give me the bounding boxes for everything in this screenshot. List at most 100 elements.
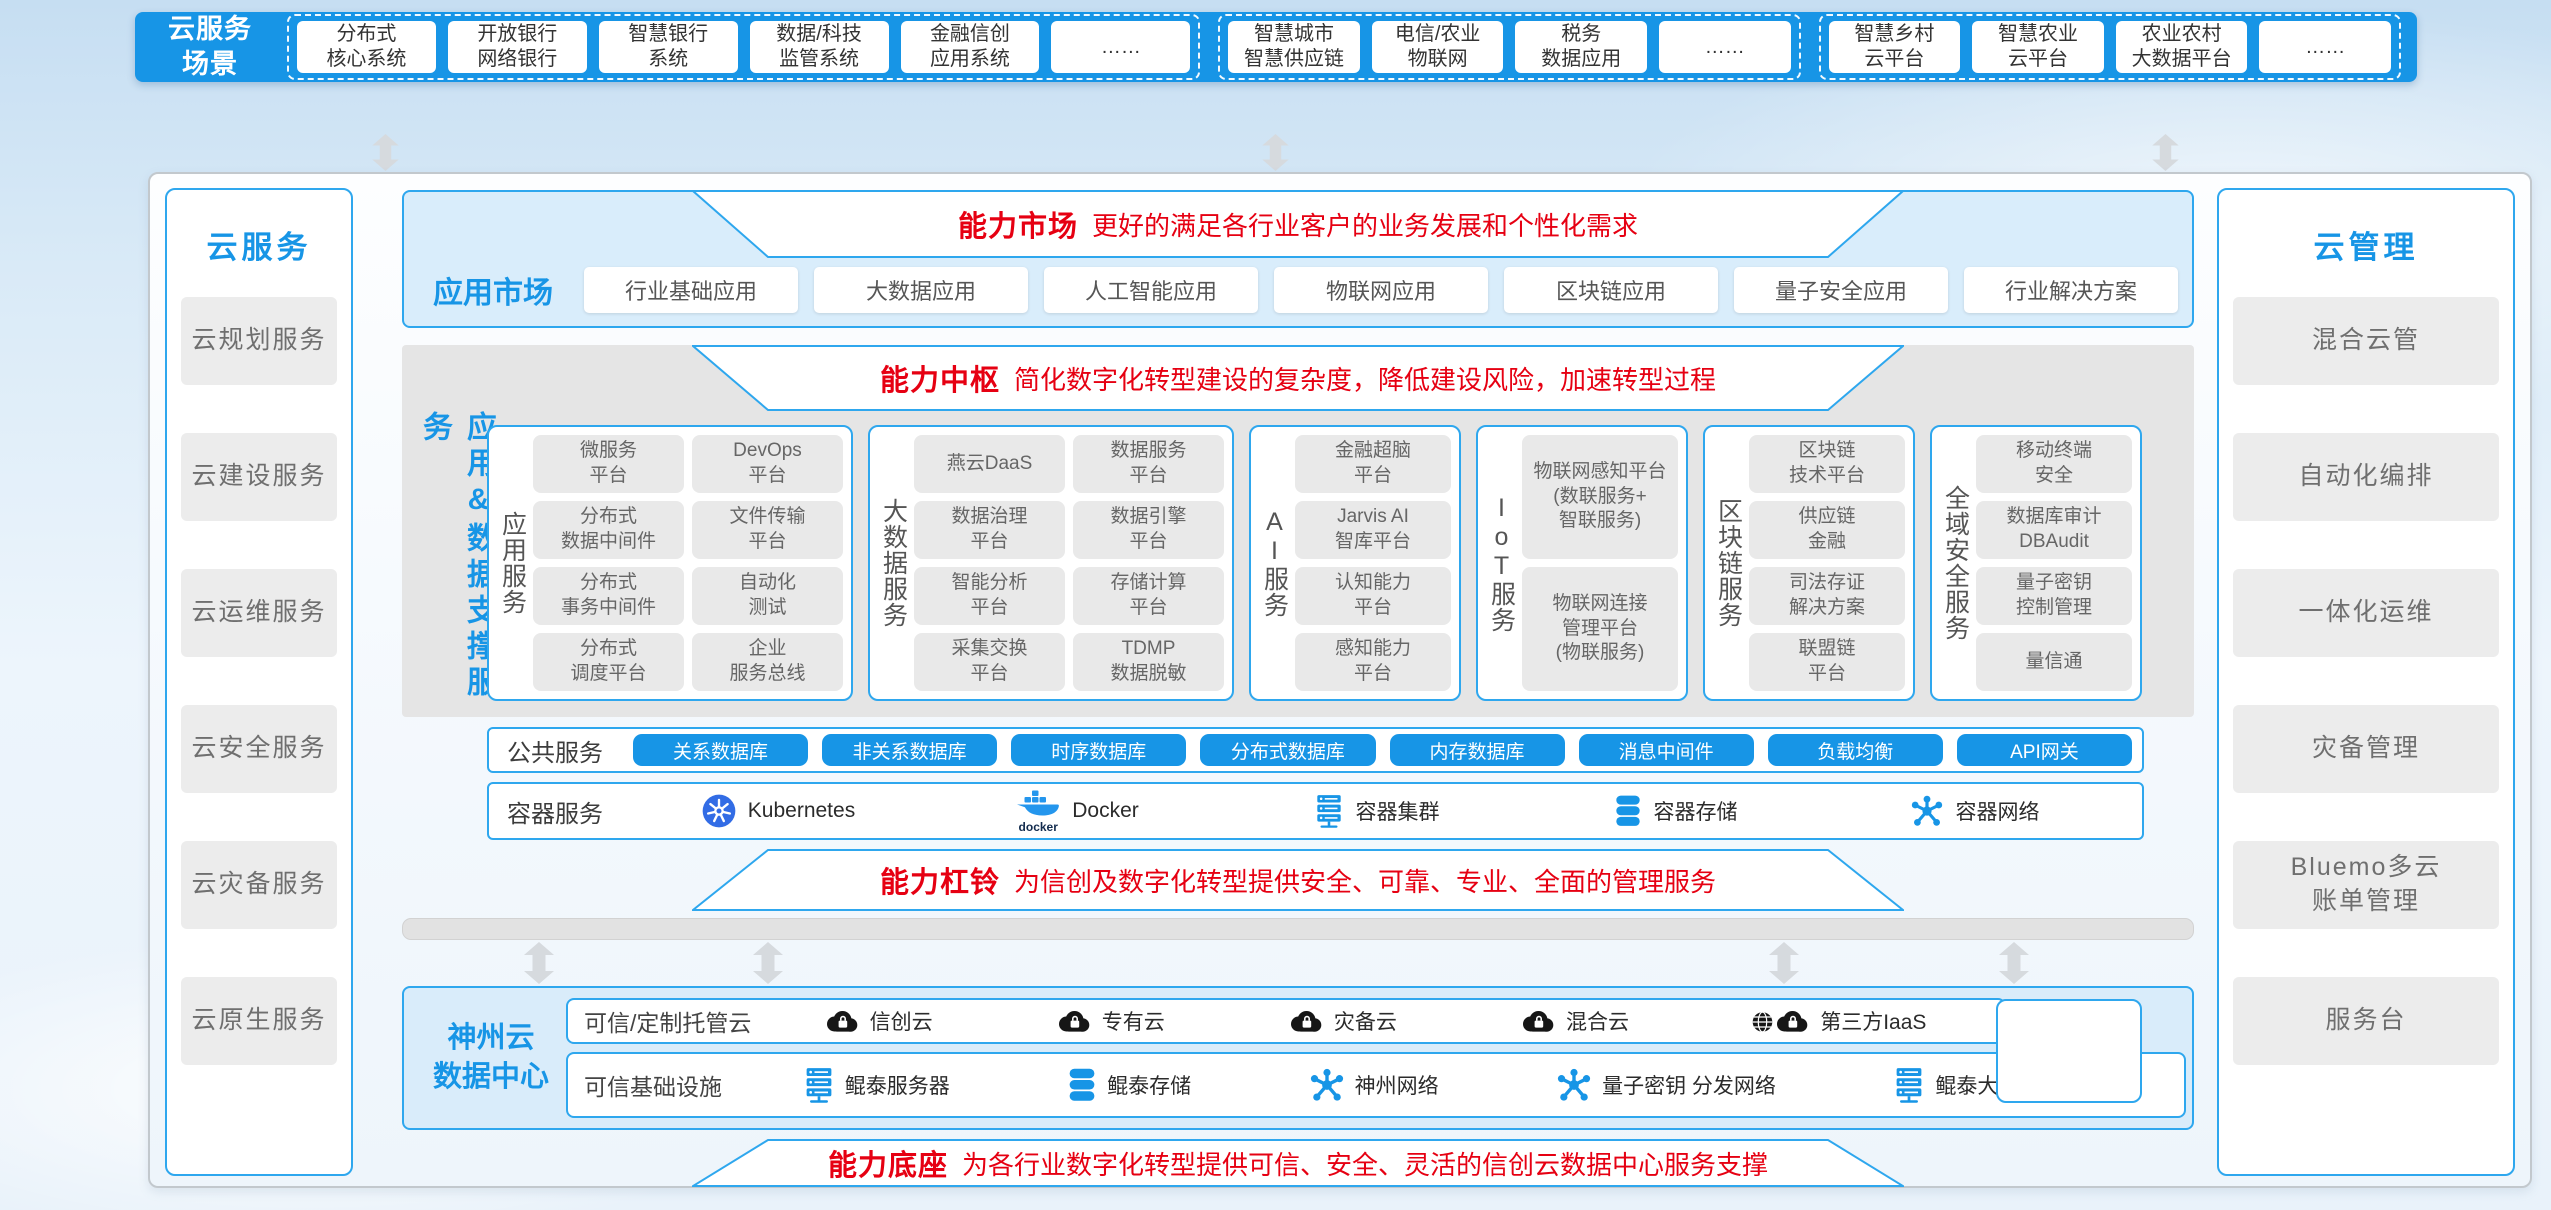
cloud-management-item[interactable]: 一体化运维 xyxy=(2233,569,2499,657)
platform-box[interactable]: 司法存证 解决方案 xyxy=(1749,567,1905,625)
platform-box[interactable]: 采集交换 平台 xyxy=(914,633,1065,691)
cloud-service-item[interactable]: 云运维服务 xyxy=(181,569,337,657)
hub-card-label: 大数据服务 xyxy=(879,498,908,628)
platform-box[interactable]: Jarvis AI 智库平台 xyxy=(1295,501,1451,559)
platform-box[interactable]: 自动化 测试 xyxy=(692,567,843,625)
cloud-management-title: 云管理 xyxy=(2313,230,2419,265)
platform-box[interactable]: 供应链 金融 xyxy=(1749,501,1905,559)
scenario-bar: 云服务 场景 分布式 核心系统 开放银行 网络银行 智慧银行 系统 数据/科技 监管系… xyxy=(135,12,2417,82)
public-service-pill[interactable]: 负载均衡 xyxy=(1767,734,1943,766)
scenario-box[interactable]: 智慧城市 智慧供应链 xyxy=(1228,21,1360,73)
scenario-group-agriculture: 智慧乡村 云平台 智慧农业 云平台 农业农村 大数据平台…… xyxy=(1818,14,2401,80)
public-service-pill[interactable]: 内存数据库 xyxy=(1389,734,1565,766)
platform-box[interactable]: 分布式 调度平台 xyxy=(533,633,684,691)
scenario-box[interactable]: 智慧银行 系统 xyxy=(598,21,738,73)
scenario-box[interactable]: …… xyxy=(1659,21,1791,73)
platform-box[interactable]: 微服务 平台 xyxy=(533,435,684,493)
app-market-item[interactable]: 人工智能应用 xyxy=(1044,267,1258,313)
app-market-item[interactable]: 物联网应用 xyxy=(1274,267,1488,313)
public-service-pill[interactable]: 分布式数据库 xyxy=(1200,734,1376,766)
scenario-box[interactable]: 智慧农业 云平台 xyxy=(1972,21,2104,73)
scenario-box[interactable]: 分布式 核心系统 xyxy=(297,21,436,73)
platform-box[interactable]: 认知能力 平台 xyxy=(1295,567,1451,625)
infra-item-storage[interactable]: 鲲泰存储 xyxy=(1067,1067,1191,1103)
platform-box[interactable]: 企业 服务总线 xyxy=(692,633,843,691)
cloud-service-item[interactable]: 云规划服务 xyxy=(181,297,337,385)
public-service-pill[interactable]: 关系数据库 xyxy=(633,734,809,766)
platform-box[interactable]: TDMP 数据脱敏 xyxy=(1073,633,1224,691)
platform-box[interactable]: 智能分析 平台 xyxy=(914,567,1065,625)
app-market-item[interactable]: 行业解决方案 xyxy=(1964,267,2178,313)
platform-box[interactable]: 燕云DaaS xyxy=(914,435,1065,493)
app-market-row: 应用市场 行业基础应用 大数据应用 人工智能应用 物联网应用 区块链应用 量子安全应用 行业… xyxy=(418,266,2178,314)
infra-item-network[interactable]: 神州网络 xyxy=(1309,1067,1439,1103)
scenario-box[interactable]: 金融信创 应用系统 xyxy=(900,21,1040,73)
cloud-service-item[interactable]: 云灾备服务 xyxy=(181,841,337,929)
app-market-item[interactable]: 量子安全应用 xyxy=(1734,267,1948,313)
app-market-item[interactable]: 行业基础应用 xyxy=(584,267,798,313)
container-item-cluster[interactable]: 容器集群 xyxy=(1227,790,1526,833)
container-item-network[interactable]: 容器网络 xyxy=(1825,790,2124,833)
cloud-management-item[interactable]: 服务台 xyxy=(2233,977,2499,1065)
platform-box[interactable]: 量子密钥 控制管理 xyxy=(1976,567,2132,625)
container-item-docker[interactable]: docker Docker xyxy=(928,790,1227,833)
cloud-service-item[interactable]: 云原生服务 xyxy=(181,977,337,1065)
scenario-box[interactable]: …… xyxy=(2259,21,2391,73)
platform-box[interactable]: 存储计算 平台 xyxy=(1073,567,1224,625)
container-item-kubernetes[interactable]: Kubernetes xyxy=(629,790,928,833)
scenario-box[interactable]: 农业农村 大数据平台 xyxy=(2115,21,2248,73)
platform-box[interactable]: 金融超脑 平台 xyxy=(1295,435,1451,493)
platform-box[interactable]: 移动终端 安全 xyxy=(1976,435,2132,493)
globe-cloud-lock-icon xyxy=(1752,1009,1810,1033)
cloud-service-item[interactable]: 云建设服务 xyxy=(181,433,337,521)
platform-box[interactable]: 数据引擎 平台 xyxy=(1073,501,1224,559)
platform-box[interactable]: 区块链 技术平台 xyxy=(1749,435,1905,493)
cloud-management-item[interactable]: 自动化编排 xyxy=(2233,433,2499,521)
trapezoid-shape xyxy=(692,849,1904,911)
cloud-item-private[interactable]: 专有云 xyxy=(1056,1006,1165,1036)
app-market-item[interactable]: 大数据应用 xyxy=(814,267,1028,313)
platform-box[interactable]: 数据库审计 DBAudit xyxy=(1976,501,2132,559)
docker-logo: docker xyxy=(1016,790,1060,833)
platform-box[interactable]: DevOps 平台 xyxy=(692,435,843,493)
hub-card-ai-services: AI服务 金融超脑 平台 Jarvis AI 智库平台 认知能力 平台 感知能力 平台 xyxy=(1249,425,1461,701)
cloud-management-item[interactable]: 混合云管 xyxy=(2233,297,2499,385)
platform-box[interactable]: 物联网连接 管理平台 (物联服务) xyxy=(1522,567,1678,691)
platform-box[interactable]: 分布式 数据中间件 xyxy=(533,501,684,559)
platform-box[interactable]: 文件传输 平台 xyxy=(692,501,843,559)
platform-box[interactable]: 感知能力 平台 xyxy=(1295,633,1451,691)
cloud-item-xinchuang[interactable]: 信创云 xyxy=(824,1006,933,1036)
banner-desc: 为信创及数字化转型提供安全、可靠、专业、全面的管理服务 xyxy=(1014,866,1717,897)
infra-item-server[interactable]: 鲲泰服务器 xyxy=(803,1067,950,1103)
scenario-box[interactable]: …… xyxy=(1051,21,1191,73)
scenario-box[interactable]: 开放银行 网络银行 xyxy=(447,21,587,73)
platform-box[interactable]: 量信通 xyxy=(1976,633,2132,691)
public-service-pill[interactable]: 非关系数据库 xyxy=(822,734,998,766)
platform-box[interactable]: 数据治理 平台 xyxy=(914,501,1065,559)
scenario-box[interactable]: 数据/科技 监管系统 xyxy=(749,21,889,73)
banner-title: 能力杠铃 xyxy=(879,867,1000,899)
cloud-item-thirdparty-iaas[interactable]: 第三方IaaS xyxy=(1752,1006,1926,1036)
container-item-storage[interactable]: 容器存储 xyxy=(1526,790,1825,833)
cloud-management-item[interactable]: Bluemo多云 账单管理 xyxy=(2233,841,2499,929)
app-market-item[interactable]: 区块链应用 xyxy=(1504,267,1718,313)
scenario-box[interactable]: 税务 数据应用 xyxy=(1515,21,1647,73)
server-icon xyxy=(1893,1067,1925,1103)
public-service-pill[interactable]: API网关 xyxy=(1956,734,2132,766)
hub-card-grid: 区块链 技术平台 供应链 金融 司法存证 解决方案 联盟链 平台 xyxy=(1749,435,1905,691)
platform-box[interactable]: 联盟链 平台 xyxy=(1749,633,1905,691)
public-service-pill[interactable]: 时序数据库 xyxy=(1011,734,1187,766)
infra-item-quantum-network[interactable]: 量子密钥 分发网络 xyxy=(1556,1067,1776,1103)
platform-box[interactable]: 数据服务 平台 xyxy=(1073,435,1224,493)
platform-box[interactable]: 分布式 事务中间件 xyxy=(533,567,684,625)
scenario-box[interactable]: 智慧乡村 云平台 xyxy=(1828,21,1961,73)
scenario-box[interactable]: 电信/农业 物联网 xyxy=(1371,21,1504,73)
platform-box[interactable]: 物联网感知平台 (数联服务+ 智联服务) xyxy=(1522,435,1678,559)
infra-item-label: 神州网络 xyxy=(1354,1075,1439,1098)
cloud-management-item[interactable]: 灾备管理 xyxy=(2233,705,2499,793)
cloud-item-hybrid[interactable]: 混合云 xyxy=(1520,1006,1629,1036)
cloud-service-item[interactable]: 云安全服务 xyxy=(181,705,337,793)
public-service-pill[interactable]: 消息中间件 xyxy=(1578,734,1754,766)
hub-card-blockchain-services: 区块链服务 区块链 技术平台 供应链 金融 司法存证 解决方案 联盟链 平台 xyxy=(1703,425,1915,701)
cloud-item-disaster[interactable]: 灾备云 xyxy=(1288,1006,1397,1036)
